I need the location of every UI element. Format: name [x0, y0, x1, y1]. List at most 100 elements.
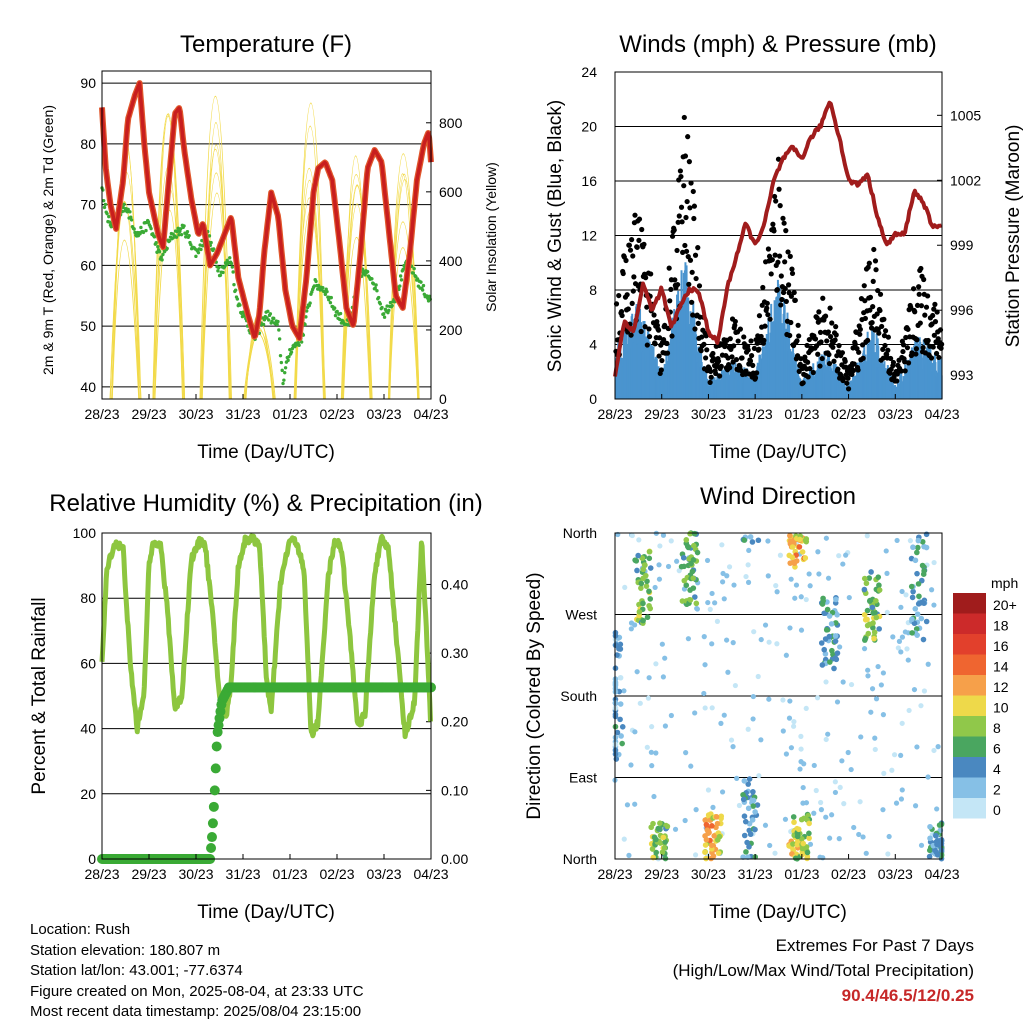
direction-point — [656, 576, 663, 582]
y-tick-label: 80 — [80, 136, 96, 152]
direction-point — [787, 698, 793, 704]
direction-point — [834, 650, 841, 656]
temp-y-label: 2m & 9m T (Red, Orange) & 2m Td (Green) — [40, 105, 56, 375]
direction-point — [871, 629, 878, 636]
gust-point — [687, 205, 693, 211]
x-tick-label: 30/23 — [691, 866, 726, 882]
x-tick-label: 01/23 — [272, 406, 307, 422]
direction-point — [885, 851, 891, 857]
direction-point — [746, 843, 752, 850]
gust-point — [810, 369, 816, 376]
gust-point — [817, 363, 823, 369]
direction-point — [639, 555, 646, 561]
dewpoint-point — [304, 315, 308, 319]
direction-point — [719, 542, 725, 548]
x-tick-label: 28/23 — [597, 406, 632, 422]
direction-point — [637, 700, 643, 706]
direction-point — [683, 750, 689, 756]
direction-point — [780, 728, 786, 734]
direction-point — [802, 537, 809, 544]
x-tick-label: 03/23 — [366, 406, 401, 422]
gust-point — [898, 368, 904, 374]
direction-point — [741, 813, 748, 819]
direction-point — [774, 589, 780, 595]
direction-point — [792, 595, 798, 601]
gust-point — [780, 215, 786, 221]
direction-point — [724, 637, 730, 643]
gust-point — [632, 212, 638, 218]
direction-point — [774, 641, 780, 647]
gust-point — [733, 356, 740, 363]
gust-point — [616, 292, 622, 299]
direction-point — [692, 594, 698, 600]
direction-point — [687, 530, 693, 537]
gust-point — [805, 374, 811, 380]
gust-point — [833, 332, 839, 338]
gust-point — [918, 265, 924, 272]
dewpoint-point — [374, 283, 378, 287]
direction-point — [909, 616, 915, 623]
direction-point — [765, 538, 771, 544]
gust-point — [812, 336, 819, 342]
y-tick-label: South — [560, 688, 597, 704]
direction-point — [711, 833, 718, 839]
dewpoint-point — [261, 322, 266, 327]
gust-point — [727, 336, 733, 342]
direction-point — [726, 564, 733, 570]
direction-point — [709, 590, 715, 597]
direction-point — [828, 621, 835, 627]
dewpoint-point — [287, 354, 291, 359]
gust-point — [782, 285, 788, 292]
direction-point — [687, 597, 694, 603]
x-tick-label: 04/23 — [413, 406, 448, 422]
direction-point — [662, 723, 668, 729]
gust-point — [620, 270, 626, 277]
direction-point — [749, 539, 756, 545]
direction-point — [648, 749, 654, 755]
direction-point — [822, 656, 829, 663]
gust-point — [696, 283, 703, 289]
gust-point — [690, 188, 696, 195]
direction-point — [688, 763, 694, 769]
station-location: Location: Rush — [30, 921, 131, 938]
y-tick-label: 0 — [88, 851, 96, 867]
dewpoint-point — [126, 207, 130, 212]
direction-point — [693, 600, 700, 607]
gust-point — [725, 355, 731, 361]
direction-point — [694, 549, 701, 556]
dewpoint-point — [328, 300, 333, 305]
direction-point — [632, 729, 638, 735]
direction-point — [816, 571, 822, 577]
direction-point — [662, 655, 668, 661]
gust-point — [773, 198, 779, 204]
gust-point — [619, 312, 625, 319]
gust-point — [652, 341, 658, 347]
direction-point — [750, 789, 756, 795]
gust-point — [636, 237, 642, 243]
direction-point — [798, 627, 805, 633]
direction-point — [918, 703, 924, 709]
direction-point — [916, 593, 922, 600]
direction-point — [765, 573, 771, 579]
gust-point — [788, 293, 794, 299]
direction-point — [645, 695, 651, 701]
direction-point — [884, 570, 890, 576]
direction-point — [923, 544, 930, 551]
dewpoint-point — [420, 288, 425, 292]
gust-point — [681, 183, 687, 189]
gust-point — [794, 353, 801, 359]
gust-point — [681, 114, 687, 121]
station-elevation: Station elevation: 180.807 m — [30, 941, 221, 959]
direction-point — [750, 797, 757, 804]
direction-point — [660, 674, 666, 680]
temp-chart: 40 50 60 70 80 90 0 200 400 600 800 28/23 29/23 30/23… — [80, 70, 463, 422]
gust-point — [800, 380, 806, 386]
dewpoint-point — [187, 233, 191, 238]
dewpoint-point — [283, 370, 287, 375]
dewpoint-point — [101, 198, 106, 203]
dewpoint-point — [373, 286, 377, 290]
gust-point — [932, 301, 938, 307]
direction-point — [902, 629, 908, 635]
direction-point — [752, 809, 758, 815]
